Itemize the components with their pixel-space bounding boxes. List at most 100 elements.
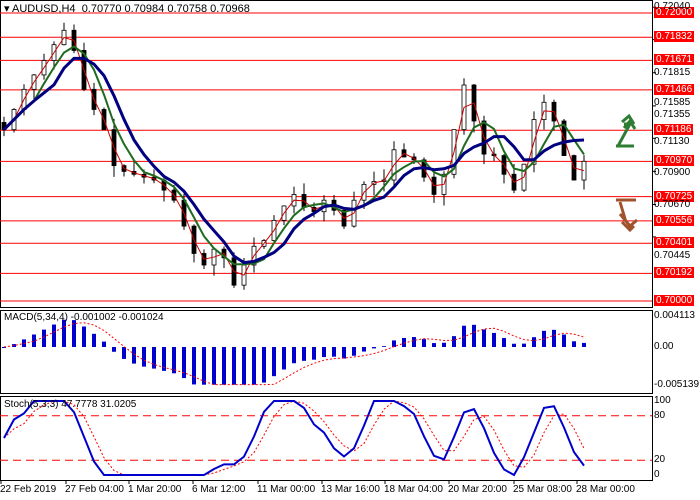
macd-bar	[492, 332, 496, 347]
price-tick-label: 0.70670	[654, 198, 691, 210]
time-tick-label: 25 Mar 08:00	[513, 484, 572, 495]
macd-bar	[232, 347, 236, 385]
macd-bar	[42, 329, 46, 347]
macd-bar	[192, 347, 196, 385]
macd-bar	[32, 334, 36, 347]
level-label: 0.70000	[654, 295, 695, 306]
macd-bar	[12, 344, 16, 347]
macd-bar	[82, 326, 86, 347]
macd-tick-label: 0.004113	[654, 310, 695, 321]
bullish-arrow-icon	[616, 113, 637, 148]
macd-bar	[392, 340, 396, 347]
level-label: 0.71466	[654, 83, 695, 95]
macd-label: MACD(5,34,4) -0.001002 -0.001024	[4, 312, 164, 323]
level-label: 0.71671	[654, 54, 695, 66]
price-tick-label: 0.71130	[654, 136, 690, 148]
macd-bar	[312, 347, 316, 360]
macd-bar	[152, 347, 156, 369]
macd-bar	[382, 346, 386, 347]
time-tick-label: 20 Mar 20:00	[448, 484, 507, 495]
stoch-tick-label: 100	[654, 395, 671, 406]
stoch-tick-label: 20	[654, 454, 666, 466]
symbol-name: AUDUSD,H4	[11, 3, 76, 15]
macd-bar	[282, 347, 286, 370]
stoch-signal-line	[3, 400, 585, 476]
macd-bar	[582, 342, 586, 347]
macd-bar	[272, 347, 276, 377]
stoch-tick-label: 0	[654, 469, 660, 480]
panel-border-1	[0, 310, 653, 394]
macd-tick-label: 0.00	[654, 341, 674, 352]
macd-bar	[332, 347, 336, 357]
macd-bar	[72, 320, 76, 347]
macd-bar	[342, 347, 346, 359]
level-label: 0.71186	[654, 124, 694, 136]
macd-bar	[572, 341, 576, 347]
price-tick-label: 0.71815	[654, 66, 691, 78]
macd-bar	[292, 347, 296, 364]
macd-bar	[512, 343, 516, 347]
macd-bar	[362, 347, 366, 352]
macd-bar	[62, 319, 66, 347]
time-tick-label: 27 Feb 04:00	[65, 484, 124, 495]
macd-bar	[112, 347, 116, 352]
macd-bar	[212, 347, 216, 385]
price-tick-label: 0.70900	[654, 167, 691, 179]
ma-mid-line	[3, 45, 585, 266]
stoch-main-line	[3, 400, 585, 477]
ma-fast-line	[3, 36, 585, 276]
macd-bar	[502, 338, 506, 347]
time-tick-label: 28 Mar 00:00	[576, 484, 635, 495]
ohlc-values: 0.70770 0.70984 0.70758 0.70968	[81, 3, 250, 15]
price-tick-label: 0.71585	[654, 96, 691, 108]
macd-bar	[252, 347, 256, 385]
candle-body	[581, 160, 587, 181]
symbol-header: ▾ AUDUSD,H4 0.70770 0.70984 0.70758 0.70…	[4, 3, 250, 15]
macd-bar	[162, 347, 166, 371]
stoch-label: Stoch(5,3,3) 47.7778 31.0205	[4, 399, 137, 410]
time-tick-label: 6 Mar 12:00	[192, 484, 246, 495]
panel-border-0	[0, 0, 653, 308]
bearish-arrow-icon	[616, 198, 638, 233]
price-tick-label: 0.71355	[654, 108, 691, 120]
time-tick-label: 11 Mar 00:00	[257, 484, 316, 495]
level-label: 0.72000	[654, 7, 695, 18]
time-tick-label: 13 Mar 16:00	[321, 484, 380, 495]
macd-bar	[412, 337, 416, 347]
macd-bar	[132, 347, 136, 364]
macd-bar	[142, 347, 146, 367]
macd-bar	[472, 324, 476, 347]
level-label: 0.71832	[654, 31, 695, 43]
macd-bar	[172, 347, 176, 374]
level-label: 0.70725	[654, 190, 695, 202]
macd-bar	[562, 334, 566, 347]
level-label: 0.70970	[654, 155, 695, 167]
macd-bar	[522, 343, 526, 347]
stoch-tick-label: 80	[654, 409, 666, 421]
macd-bar	[102, 341, 106, 347]
macd-bar	[402, 337, 406, 347]
macd-bar	[462, 325, 466, 347]
macd-bar	[242, 347, 246, 385]
macd-bar	[52, 324, 56, 347]
price-tick-label: 0.70445	[654, 249, 691, 261]
macd-bar	[322, 347, 326, 358]
macd-bar	[452, 336, 456, 347]
ma-slow-line	[2, 56, 585, 265]
macd-bar	[532, 337, 536, 347]
macd-bar	[222, 347, 226, 385]
macd-bar	[482, 329, 486, 347]
macd-bar	[202, 347, 206, 385]
time-tick-label: 1 Mar 20:00	[128, 484, 182, 495]
macd-bar	[432, 343, 436, 347]
level-label: 0.70401	[654, 237, 695, 249]
macd-bar	[122, 347, 126, 359]
macd-bar	[182, 347, 186, 379]
macd-bar	[262, 347, 266, 383]
macd-bar	[352, 347, 356, 356]
macd-bar	[2, 347, 6, 348]
level-label: 0.70192	[654, 267, 695, 279]
panel-border-2	[0, 396, 653, 481]
